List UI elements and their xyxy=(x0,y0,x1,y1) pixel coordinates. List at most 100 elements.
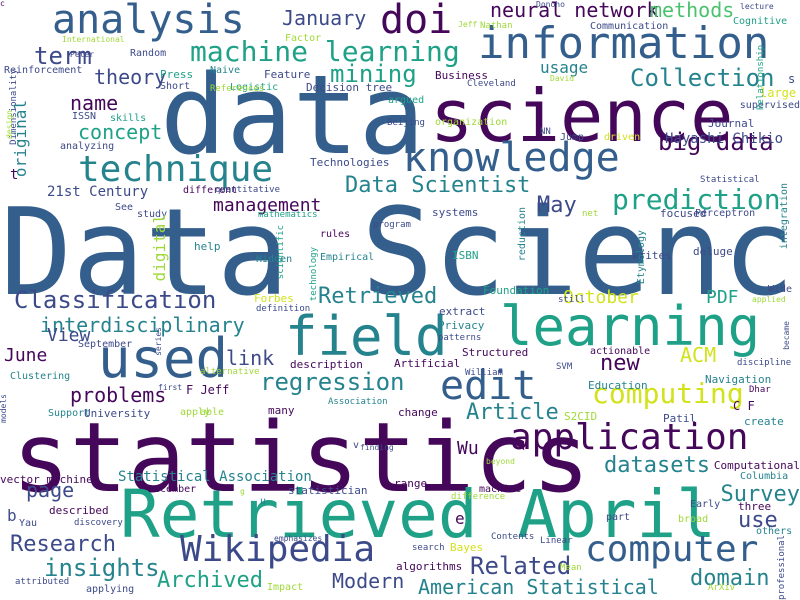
word-computer: computer xyxy=(585,529,759,570)
word-usage: usage xyxy=(540,58,589,77)
word-s: s xyxy=(788,72,796,86)
word-different: different xyxy=(183,185,238,196)
word-extract: extract xyxy=(439,305,486,318)
word-data: data xyxy=(160,51,425,179)
word-analysis: analysis xyxy=(52,0,245,43)
word-create: create xyxy=(744,415,784,428)
word-may: May xyxy=(537,193,577,218)
word-structured: Structured xyxy=(462,346,529,359)
word-e: e xyxy=(455,509,465,528)
word-feature: Feature xyxy=(264,68,311,81)
word-arxiv: ArXiv xyxy=(708,583,736,593)
word-foundation: Foundation xyxy=(483,284,550,297)
word-analyzing: analyzing xyxy=(60,141,115,152)
word-interdisciplinary: interdisciplinary xyxy=(40,313,245,337)
word-neural-network: neural network xyxy=(490,0,659,22)
word-first: first xyxy=(158,383,183,392)
word-communication: Communication xyxy=(590,21,669,32)
word-william: William xyxy=(465,368,503,378)
word-june: June xyxy=(4,345,48,366)
word-wikipedia: Wikipedia xyxy=(180,529,376,570)
word-collection: Collection xyxy=(630,64,775,92)
word-view: View xyxy=(47,325,91,346)
word-search: search xyxy=(412,543,445,553)
word-business: Business xyxy=(435,69,488,82)
word-forbes: Forbes xyxy=(254,292,294,305)
word-able: able xyxy=(200,407,225,418)
word-october: October xyxy=(563,287,639,308)
word-acm: ACM xyxy=(680,343,717,367)
word-factor: Factor xyxy=(285,33,322,44)
word-used: used xyxy=(98,327,229,390)
word-patterns: patterns xyxy=(438,333,482,343)
word-september: September xyxy=(78,339,133,350)
word-finding: finding xyxy=(360,443,394,452)
word-impact: Impact xyxy=(267,582,304,593)
word-beijing: Beijing xyxy=(387,118,425,128)
word-jeff: Jeff xyxy=(458,20,478,29)
word-computational: Computational xyxy=(713,459,800,472)
word-empirical: Empirical xyxy=(320,252,375,263)
word-management: management xyxy=(213,195,322,216)
word-donoho: Donoho xyxy=(536,0,565,9)
word-regression: regression xyxy=(260,368,405,396)
word-mean: Mean xyxy=(560,563,582,573)
word-many: many xyxy=(268,404,295,417)
word-actionable: actionable xyxy=(590,346,651,357)
word-modern: Modern xyxy=(332,569,405,593)
word-see: See xyxy=(115,202,134,213)
word-big-data: big data xyxy=(658,128,774,156)
word-data-science: Data Science xyxy=(0,184,800,323)
word-apply: apply xyxy=(180,407,211,418)
word-original: original xyxy=(11,100,30,178)
word-discipline: discipline xyxy=(737,358,792,368)
word-net: net xyxy=(582,209,599,219)
word-series: series xyxy=(154,327,163,356)
word-driven: driven xyxy=(604,132,641,143)
word-prediction: prediction xyxy=(612,183,781,216)
word-scientific: scientific xyxy=(276,225,286,280)
word-theory: theory xyxy=(94,65,167,89)
word-u: u xyxy=(260,496,267,507)
word-cognitive: Cognitive xyxy=(733,16,788,27)
word-others: others xyxy=(756,526,793,537)
word-insights: insights xyxy=(44,554,160,582)
word-term: term xyxy=(34,42,92,70)
word-name: name xyxy=(70,91,119,115)
word-columbia: Columbia xyxy=(740,471,789,482)
word-broad: broad xyxy=(678,514,709,525)
word-learning: learning xyxy=(500,295,761,358)
word-knowledge: knowledge xyxy=(403,135,620,181)
word-technologies: Technologies xyxy=(310,156,390,169)
word-c: c xyxy=(0,0,5,8)
word-university: University xyxy=(84,407,151,420)
word-research: Research xyxy=(10,532,116,557)
word-methods: methods xyxy=(650,0,735,22)
word-education: Education xyxy=(588,379,648,392)
word-algorithms: algorithms xyxy=(396,560,463,573)
word-computing: computing xyxy=(592,377,744,410)
word-skills: skills xyxy=(110,113,147,124)
word-systems: systems xyxy=(432,206,479,219)
word-integration: integration xyxy=(779,183,790,250)
word-applying: applying xyxy=(86,584,135,595)
word-support: Support xyxy=(48,408,91,419)
word-pdf: PDF xyxy=(706,287,739,308)
word-article: Article xyxy=(466,400,559,425)
word-emphasizes: emphasizes xyxy=(274,534,323,543)
word-logistic: Logistic xyxy=(230,82,279,93)
word-privacy: Privacy xyxy=(438,319,485,332)
word-f-jeff: F Jeff xyxy=(186,383,230,397)
word-machine-learning: machine learning xyxy=(190,35,460,68)
word-nathan: Nathan xyxy=(480,21,513,31)
word-difference: difference xyxy=(451,492,506,502)
word-g: g xyxy=(240,487,245,496)
word-field: field xyxy=(285,305,448,368)
word-cleveland: Cleveland xyxy=(467,79,516,89)
word-references: References xyxy=(210,84,265,94)
word-datasets: datasets xyxy=(604,453,710,478)
word-international: International xyxy=(62,35,125,44)
word-domain: domain xyxy=(690,566,770,591)
word-new: new xyxy=(600,351,640,376)
